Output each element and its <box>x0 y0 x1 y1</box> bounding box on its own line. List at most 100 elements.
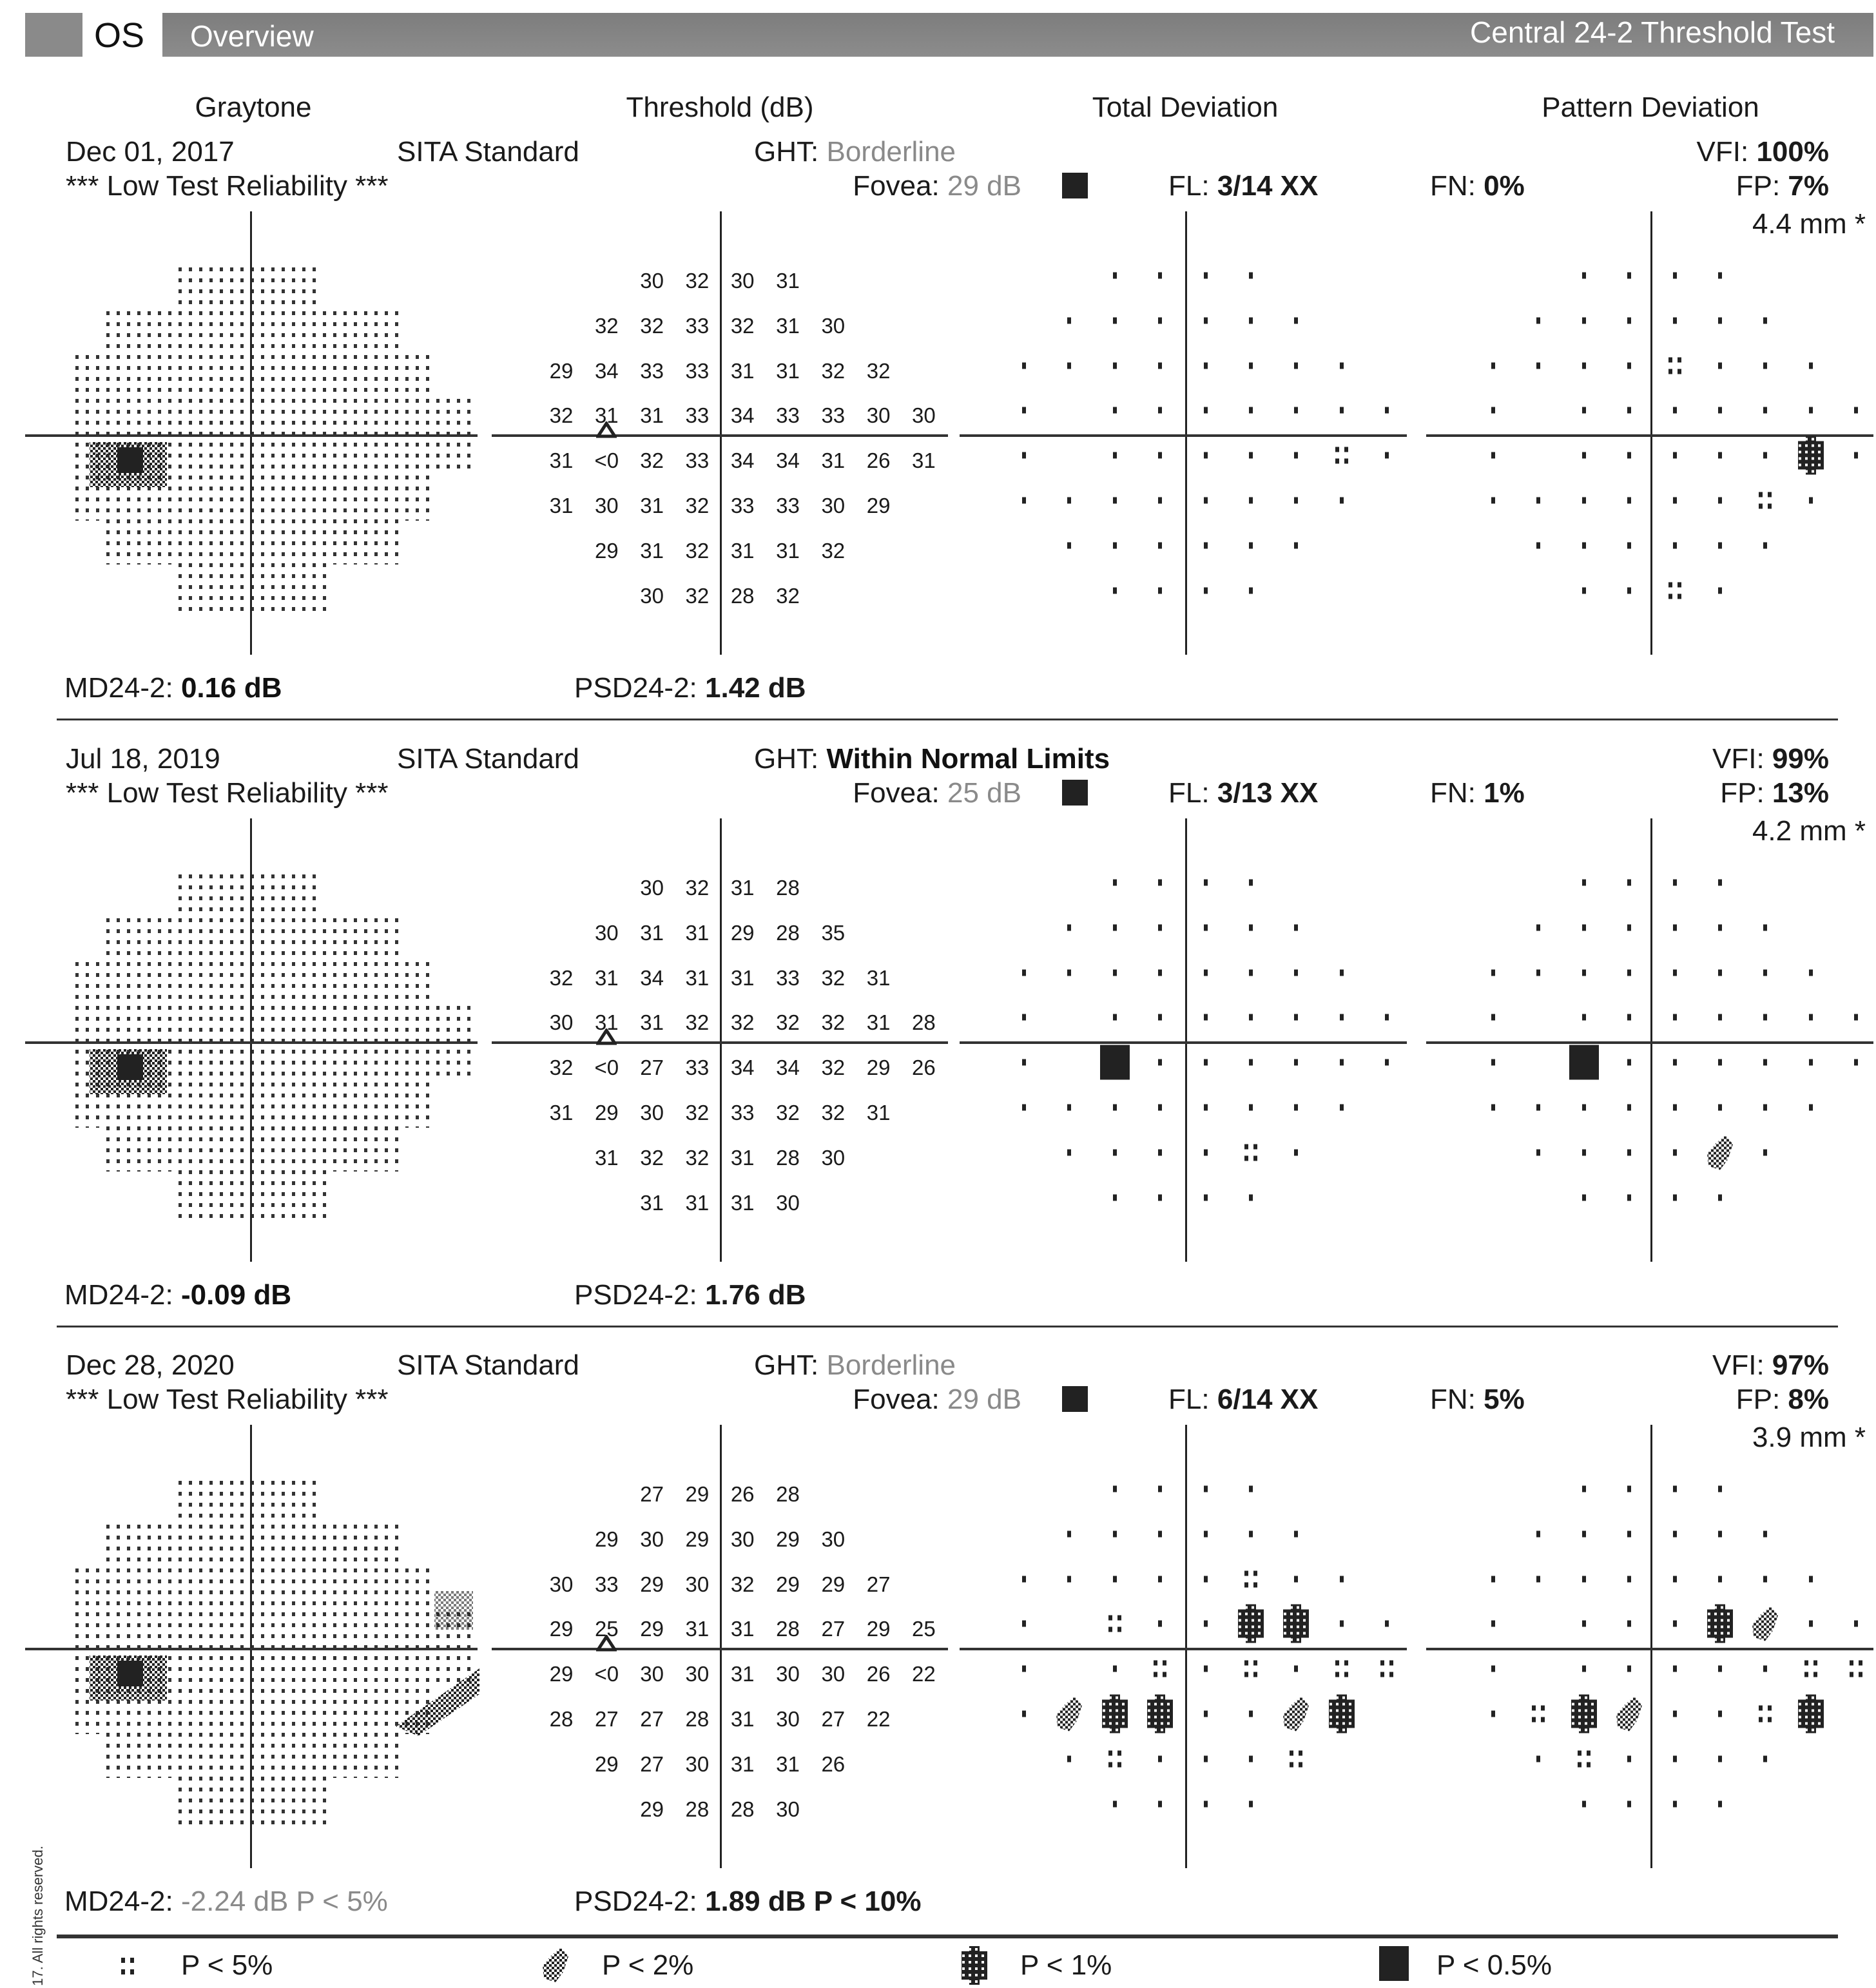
total-deviation-normal-point-icon <box>1337 1056 1346 1072</box>
threshold-value: 30 <box>866 403 891 428</box>
pattern-deviation-normal-point-icon <box>1716 269 1725 285</box>
graytone-plot <box>25 1425 479 1868</box>
pattern-deviation-p-lt-1-icon <box>1797 1694 1825 1737</box>
pattern-deviation-normal-point-icon <box>1489 1663 1498 1679</box>
threshold-value: 31 <box>685 965 710 990</box>
threshold-value: 27 <box>640 1056 664 1080</box>
pattern-deviation-normal-point-icon <box>1580 404 1589 420</box>
pattern-deviation-normal-point-icon <box>1761 966 1770 982</box>
ght: GHT: Borderline <box>754 1349 956 1382</box>
threshold-value: <0 <box>594 1056 619 1080</box>
threshold-value: 29 <box>685 1482 710 1506</box>
total-deviation-normal-point-icon <box>1156 449 1165 465</box>
threshold-value: 31 <box>594 1145 619 1170</box>
fixation-square-icon <box>1062 1386 1088 1412</box>
threshold-value: 31 <box>821 449 846 473</box>
threshold-value: 33 <box>640 358 664 383</box>
threshold-value: 31 <box>730 965 755 990</box>
threshold-value: 32 <box>685 1101 710 1124</box>
fovea-value: 25 dB <box>947 777 1021 809</box>
total-deviation-p-lt-2-icon <box>1055 1695 1083 1736</box>
pattern-deviation-normal-point-icon <box>1806 404 1815 420</box>
total-deviation-normal-point-icon <box>1337 966 1346 982</box>
pattern-deviation-normal-point-icon <box>1580 876 1589 893</box>
pattern-deviation-normal-point-icon <box>1534 539 1543 555</box>
copyright-note: 17. All rights reserved. <box>29 1846 46 1986</box>
graytone-blind-spot <box>117 1661 143 1686</box>
pattern-standard-deviation: PSD24-2: 1.89 dB P < 10% <box>574 1886 922 1918</box>
threshold-value: 29 <box>821 1572 846 1596</box>
vfi-value: 100% <box>1756 136 1829 168</box>
threshold-value: 32 <box>549 965 574 990</box>
threshold-value: 29 <box>776 1572 800 1596</box>
total-deviation-normal-point-icon <box>1110 1011 1119 1027</box>
total-deviation-normal-point-icon <box>1156 494 1165 510</box>
total-deviation-normal-point-icon <box>1337 1572 1346 1588</box>
total-deviation-normal-point-icon <box>1246 449 1255 465</box>
pattern-deviation-normal-point-icon <box>1625 1056 1634 1072</box>
pattern-deviation-normal-point-icon <box>1806 1101 1815 1117</box>
test-strategy: SITA Standard <box>397 743 579 775</box>
threshold-value: 31 <box>640 494 664 517</box>
md-value: -0.09 dB <box>180 1279 292 1311</box>
total-deviation-normal-point-icon <box>1246 404 1255 420</box>
threshold-value: 30 <box>640 1527 664 1551</box>
threshold-value: 32 <box>730 313 755 338</box>
total-deviation-normal-point-icon <box>1156 404 1165 420</box>
pattern-deviation-normal-point-icon <box>1761 1572 1770 1588</box>
threshold-value: 30 <box>640 1101 664 1124</box>
threshold-value: 25 <box>912 1617 936 1641</box>
total-deviation-normal-point-icon <box>1020 1708 1029 1724</box>
total-deviation-normal-point-icon <box>1020 359 1029 375</box>
threshold-value: 29 <box>776 1527 800 1551</box>
pattern-deviation-normal-point-icon <box>1716 314 1725 330</box>
threshold-value: 29 <box>640 1572 664 1596</box>
total-deviation-normal-point-icon <box>1201 1708 1210 1724</box>
total-deviation-normal-point-icon <box>1065 1752 1074 1768</box>
total-deviation-normal-point-icon <box>1291 494 1301 510</box>
threshold-value: 35 <box>821 920 846 945</box>
pattern-deviation-normal-point-icon <box>1625 494 1634 510</box>
pattern-deviation-normal-point-icon <box>1580 539 1589 555</box>
threshold-value: 31 <box>685 1190 710 1215</box>
threshold-value: 32 <box>776 1010 800 1035</box>
fl-label: FL: <box>1168 777 1210 809</box>
total-deviation-normal-point-icon <box>1337 404 1346 420</box>
threshold-value: 31 <box>640 538 664 563</box>
total-deviation-normal-point-icon <box>1291 1056 1301 1072</box>
total-deviation-normal-point-icon <box>1156 314 1165 330</box>
psd-label: PSD24-2: <box>574 1279 697 1311</box>
pattern-deviation-normal-point-icon <box>1670 1752 1679 1768</box>
section-divider <box>57 719 1838 720</box>
vfi: VFI: 100% <box>1697 136 1829 168</box>
threshold-value: 31 <box>730 358 755 383</box>
total-deviation-normal-point-icon <box>1110 359 1119 375</box>
total-deviation-normal-point-icon <box>1201 359 1210 375</box>
graytone-plot <box>25 211 478 655</box>
total-deviation-normal-point-icon <box>1291 1663 1301 1679</box>
pattern-deviation-normal-point-icon <box>1625 1527 1634 1543</box>
total-deviation-normal-point-icon <box>1201 1572 1210 1588</box>
false-negatives: FN: 0% <box>1430 170 1525 202</box>
total-deviation-normal-point-icon <box>1246 314 1255 330</box>
total-deviation-p-lt-2-icon <box>1282 1695 1310 1736</box>
fn-value: 5% <box>1484 1384 1525 1415</box>
total-deviation-normal-point-icon <box>1201 1056 1210 1072</box>
threshold-value: 30 <box>821 494 846 517</box>
threshold-value: 26 <box>866 449 891 473</box>
fixation-losses: FL: 3/14 XX <box>1168 170 1318 202</box>
pattern-deviation-normal-point-icon <box>1716 1752 1725 1768</box>
total-deviation-normal-point-icon <box>1337 1101 1346 1117</box>
fn-value: 1% <box>1484 777 1525 809</box>
pattern-deviation-normal-point-icon <box>1670 449 1679 465</box>
threshold-value: 27 <box>821 1617 846 1641</box>
pattern-deviation-normal-point-icon <box>1625 404 1634 420</box>
vfi: VFI: 99% <box>1712 743 1829 775</box>
threshold-value: 26 <box>866 1662 891 1686</box>
fl-label: FL: <box>1168 1384 1210 1415</box>
total-deviation-normal-point-icon <box>1020 1663 1029 1679</box>
total-deviation-normal-point-icon <box>1156 1146 1165 1162</box>
pattern-deviation-normal-point-icon <box>1806 966 1815 982</box>
threshold-value: 29 <box>549 358 574 383</box>
pattern-deviation-normal-point-icon <box>1625 1797 1634 1813</box>
